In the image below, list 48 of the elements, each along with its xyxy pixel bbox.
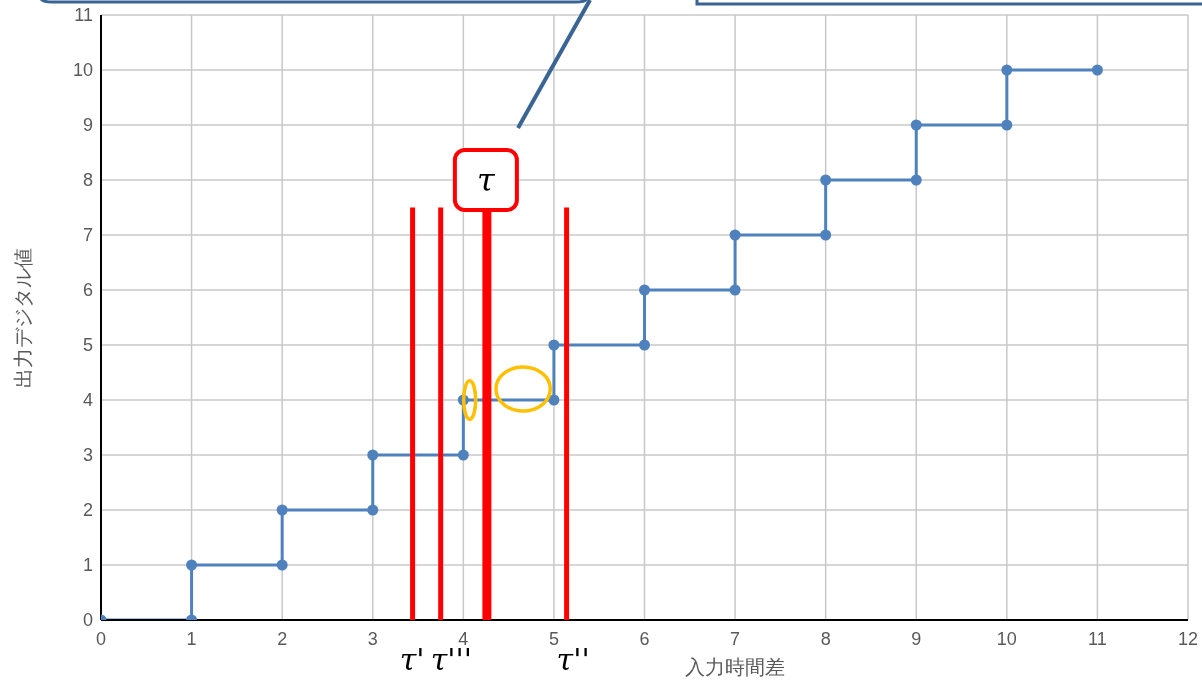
y-tick-label: 8: [82, 170, 93, 191]
ref-line-label: τ': [399, 642, 425, 677]
y-tick-label: 1: [82, 555, 93, 576]
y-tick-label: 10: [72, 60, 93, 81]
x-tick-label: 5: [548, 628, 559, 649]
y-tick-label: 3: [82, 445, 93, 466]
point: [820, 229, 832, 241]
point: [276, 559, 288, 571]
x-tick-label: 8: [820, 628, 831, 649]
x-tick-label: 7: [730, 628, 741, 649]
y-axis-title: 出力デジタル値: [12, 247, 34, 388]
point: [820, 174, 832, 186]
point: [910, 119, 922, 131]
point: [367, 504, 379, 516]
point: [457, 449, 469, 461]
y-tick-label: 11: [74, 5, 93, 26]
y-tick-label: 2: [82, 500, 93, 521]
x-tick-label: 0: [95, 628, 107, 649]
x-tick-label: 6: [639, 628, 650, 649]
y-tick-label: 5: [82, 335, 93, 356]
point: [186, 559, 198, 571]
x-tick-label: 1: [186, 628, 197, 649]
y-tick-label: 4: [82, 390, 93, 411]
point: [639, 339, 650, 351]
x-tick-label: 12: [1177, 628, 1199, 649]
point: [548, 394, 560, 406]
y-tick-label: 0: [82, 610, 93, 631]
x-tick-label: 9: [911, 628, 922, 649]
x-tick-label: 3: [367, 628, 378, 649]
x-tick-label: 11: [1088, 628, 1107, 649]
annotation: τ: [477, 161, 497, 199]
x-tick-label: 2: [277, 628, 288, 649]
y-tick-label: 7: [82, 225, 93, 246]
point: [367, 449, 379, 461]
x-tick-label: 10: [996, 628, 1017, 649]
point: [729, 229, 741, 241]
point: [910, 174, 922, 186]
point: [1001, 64, 1013, 76]
point: [1001, 119, 1013, 131]
x-axis-title: 入力時間差: [684, 656, 785, 678]
point: [729, 284, 741, 296]
point: [548, 339, 560, 351]
x-tick-label: 4: [458, 628, 469, 649]
point: [276, 504, 288, 516]
point: [639, 284, 650, 296]
y-tick-label: 9: [82, 115, 93, 136]
point: [1091, 64, 1103, 76]
y-tick-label: 6: [82, 280, 93, 301]
